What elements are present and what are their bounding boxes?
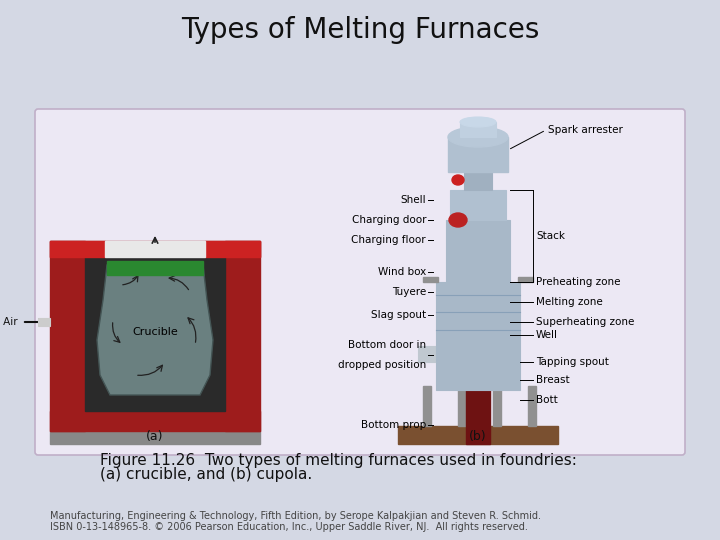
Bar <box>50 411 260 431</box>
Bar <box>448 137 508 172</box>
Bar <box>450 190 506 220</box>
Polygon shape <box>97 265 213 395</box>
Text: Breast: Breast <box>536 375 570 385</box>
Text: Gas + Air: Gas + Air <box>0 317 18 327</box>
Text: ISBN 0-13-148965-8. © 2006 Pearson Education, Inc., Upper Saddle River, NJ.  All: ISBN 0-13-148965-8. © 2006 Pearson Educa… <box>50 522 528 532</box>
Text: (a): (a) <box>146 430 163 443</box>
Text: (a) crucible, and (b) cupola.: (a) crucible, and (b) cupola. <box>100 467 312 482</box>
Ellipse shape <box>452 175 464 185</box>
Bar <box>225 241 260 431</box>
Bar <box>85 257 225 411</box>
Bar <box>50 431 260 444</box>
Bar <box>460 122 496 137</box>
Ellipse shape <box>460 117 496 127</box>
Bar <box>398 426 558 444</box>
Bar <box>446 220 510 282</box>
Text: Figure 11.26  Two types of melting furnaces used in foundries:: Figure 11.26 Two types of melting furnac… <box>100 454 577 469</box>
Bar <box>464 172 492 190</box>
Bar <box>107 261 203 275</box>
Bar <box>50 241 85 431</box>
Text: Well: Well <box>536 330 558 340</box>
Bar <box>423 386 431 426</box>
Bar <box>423 277 438 282</box>
Bar <box>418 346 438 362</box>
Text: dropped position: dropped position <box>338 360 426 370</box>
Text: (b): (b) <box>469 430 487 443</box>
Text: Tuyere: Tuyere <box>392 287 426 297</box>
Text: Manufacturing, Engineering & Technology, Fifth Edition, by Serope Kalpakjian and: Manufacturing, Engineering & Technology,… <box>50 511 541 521</box>
Text: Slag spout: Slag spout <box>371 310 426 320</box>
Ellipse shape <box>449 213 467 227</box>
Bar <box>50 241 105 257</box>
Text: Crucible: Crucible <box>132 327 178 337</box>
Bar <box>105 241 205 257</box>
Text: Types of Melting Furnaces: Types of Melting Furnaces <box>181 16 539 44</box>
Text: Wind box: Wind box <box>378 267 426 277</box>
Text: Superheating zone: Superheating zone <box>536 317 634 327</box>
Text: Preheating zone: Preheating zone <box>536 277 621 287</box>
Bar <box>493 386 501 426</box>
Bar <box>436 282 520 362</box>
Bar <box>38 318 50 326</box>
Text: Bottom prop: Bottom prop <box>361 420 426 430</box>
Text: Bott: Bott <box>536 395 558 405</box>
Bar <box>528 386 536 426</box>
Bar <box>458 386 466 426</box>
FancyBboxPatch shape <box>35 109 685 455</box>
Ellipse shape <box>448 127 508 147</box>
Text: Spark arrester: Spark arrester <box>548 125 623 135</box>
Bar <box>205 241 260 257</box>
Text: Melting zone: Melting zone <box>536 297 603 307</box>
Text: Tapping spout: Tapping spout <box>536 357 609 367</box>
Bar <box>466 214 490 444</box>
Text: Shell: Shell <box>400 195 426 205</box>
Bar <box>50 241 260 257</box>
Text: Charging door: Charging door <box>351 215 426 225</box>
Bar <box>518 277 533 282</box>
Text: Stack: Stack <box>536 231 565 241</box>
Text: Charging floor: Charging floor <box>351 235 426 245</box>
Bar <box>436 360 520 390</box>
Text: Bottom door in: Bottom door in <box>348 340 426 350</box>
